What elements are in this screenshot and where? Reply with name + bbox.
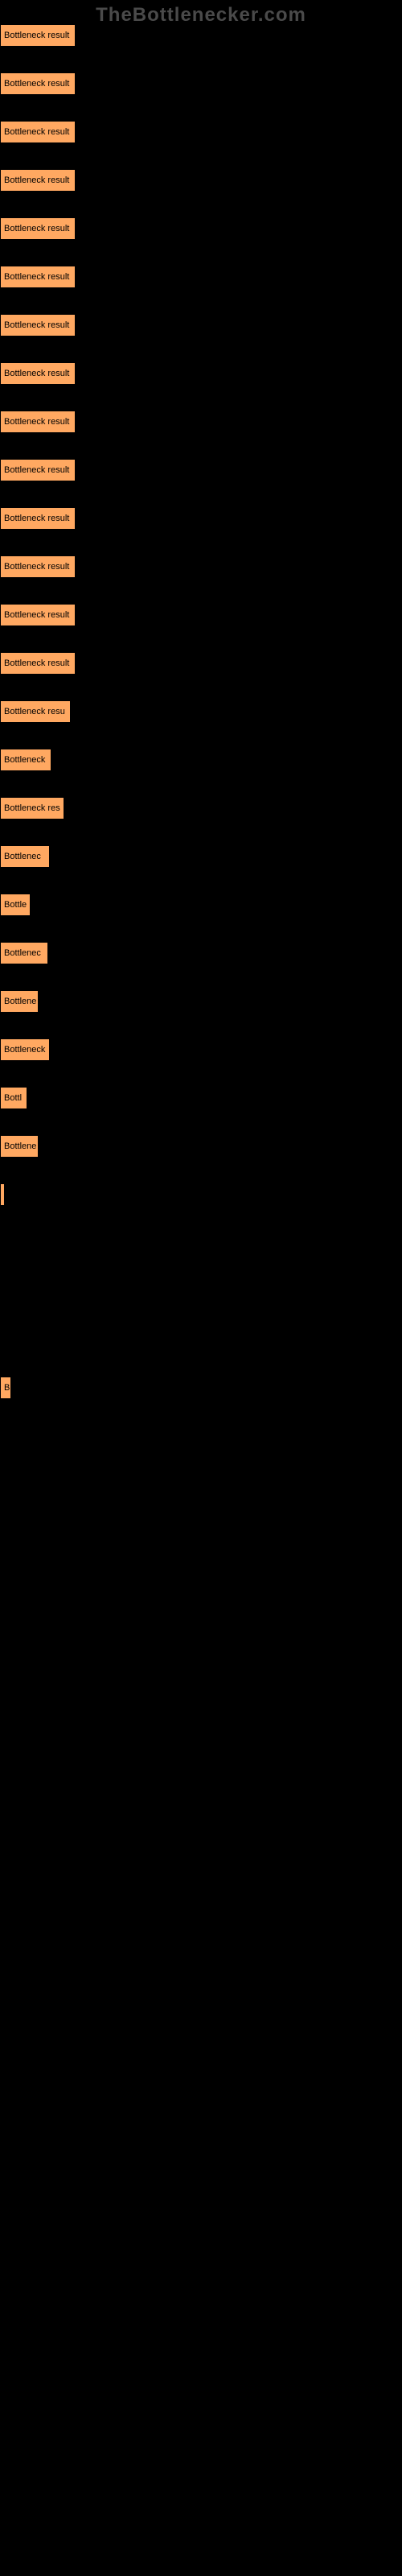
bar-label: Bottleneck result <box>4 465 69 475</box>
chart-bar: Bottleneck result <box>0 604 76 626</box>
chart-container: Bottleneck result Bottleneck result Bottle… <box>0 24 402 1425</box>
bar-row <box>0 1328 402 1351</box>
chart-bar: Bottlenec <box>0 845 50 868</box>
bar-row: Bottleneck <box>0 749 402 771</box>
chart-bar: Bottleneck <box>0 749 51 771</box>
bar-label: Bottleneck result <box>4 224 69 233</box>
bar-label: Bottleneck result <box>4 320 69 330</box>
chart-bar: Bottleneck <box>0 1038 50 1061</box>
chart-bar: Bottleneck result <box>0 411 76 433</box>
bar-row: Bottleneck result <box>0 459 402 481</box>
bar-row: Bottleneck result <box>0 169 402 192</box>
bar-row: Bottleneck result <box>0 314 402 336</box>
chart-bar: Bottleneck res <box>0 797 64 819</box>
chart-bar: Bottleneck result <box>0 24 76 47</box>
bar-row: Bottleneck result <box>0 24 402 47</box>
chart-bar: Bottleneck result <box>0 217 76 240</box>
bar-row: Bottl <box>0 1087 402 1109</box>
bar-row <box>0 1280 402 1302</box>
bar-row: Bottleneck result <box>0 217 402 240</box>
chart-bar: Bottleneck result <box>0 266 76 288</box>
bar-row: Bottleneck result <box>0 604 402 626</box>
bar-label: Bottleneck result <box>4 127 69 137</box>
watermark-text: TheBottlenecker.com <box>96 4 306 27</box>
chart-bar: Bottleneck result <box>0 314 76 336</box>
chart-bar: Bottleneck result <box>0 72 76 95</box>
chart-bar: Bottl <box>0 1087 27 1109</box>
bar-row <box>0 1183 402 1206</box>
chart-bar: Bottlene <box>0 990 39 1013</box>
bar-row: Bottlene <box>0 990 402 1013</box>
chart-bar: B <box>0 1377 11 1399</box>
chart-bar: Bottleneck result <box>0 362 76 385</box>
bar-row: Bottleneck resu <box>0 700 402 723</box>
bar-label: Bottleneck result <box>4 31 69 40</box>
chart-bar: Bottleneck result <box>0 459 76 481</box>
chart-bar: Bottleneck result <box>0 121 76 143</box>
bar-label: Bottleneck result <box>4 417 69 427</box>
bar-label: Bottleneck result <box>4 514 69 523</box>
bar-label: Bottleneck result <box>4 79 69 89</box>
bar-label: Bottlenec <box>4 852 41 861</box>
bar-row: Bottleneck res <box>0 797 402 819</box>
bar-row: Bottleneck result <box>0 507 402 530</box>
bar-label: Bottleneck result <box>4 369 69 378</box>
bar-row: Bottleneck result <box>0 266 402 288</box>
bar-row: Bottlenec <box>0 845 402 868</box>
bar-label: Bottleneck result <box>4 562 69 572</box>
chart-bar: Bottlenec <box>0 942 48 964</box>
bar-row: Bottle <box>0 894 402 916</box>
chart-bar <box>0 1183 5 1206</box>
bar-label: Bottleneck resu <box>4 707 65 716</box>
bar-row <box>0 1232 402 1254</box>
chart-bar: Bottleneck result <box>0 169 76 192</box>
chart-bar: Bottleneck result <box>0 555 76 578</box>
bar-row: Bottleneck result <box>0 121 402 143</box>
bar-row: Bottleneck result <box>0 652 402 675</box>
bar-row: Bottleneck result <box>0 362 402 385</box>
bar-row: Bottleneck result <box>0 411 402 433</box>
bar-label: Bottleneck result <box>4 658 69 668</box>
bar-label: Bottleneck <box>4 1045 45 1055</box>
bar-label: Bottleneck result <box>4 610 69 620</box>
bar-row: B <box>0 1377 402 1399</box>
chart-bar: Bottleneck result <box>0 507 76 530</box>
chart-bar: Bottleneck result <box>0 652 76 675</box>
chart-bar: Bottleneck resu <box>0 700 71 723</box>
bar-label: Bottl <box>4 1093 22 1103</box>
bar-label: Bottleneck res <box>4 803 60 813</box>
bar-label: Bottlene <box>4 997 36 1006</box>
chart-bar: Bottlene <box>0 1135 39 1158</box>
bar-label: Bottlene <box>4 1141 36 1151</box>
bar-row: Bottlene <box>0 1135 402 1158</box>
bar-row: Bottleneck result <box>0 555 402 578</box>
chart-bar: Bottle <box>0 894 31 916</box>
bar-row: Bottleneck <box>0 1038 402 1061</box>
bar-label: Bottlenec <box>4 948 41 958</box>
bar-label: Bottleneck <box>4 755 45 765</box>
bar-row: Bottleneck result <box>0 72 402 95</box>
bar-label: B <box>4 1383 10 1393</box>
bar-row: Bottlenec <box>0 942 402 964</box>
bar-label: Bottle <box>4 900 27 910</box>
bar-label: Bottleneck result <box>4 272 69 282</box>
bar-label: Bottleneck result <box>4 175 69 185</box>
